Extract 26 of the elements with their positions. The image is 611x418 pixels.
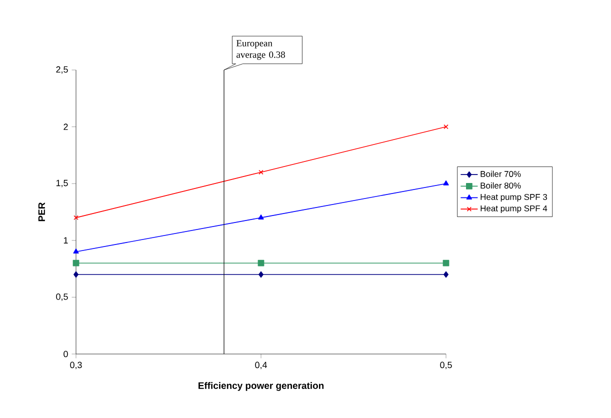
point bbox=[73, 248, 79, 254]
legend-label: Boiler 70% bbox=[480, 170, 521, 177]
x-axis-title: Efficiency power generation bbox=[198, 382, 324, 391]
point bbox=[74, 271, 78, 278]
y-tick-label: 2 bbox=[64, 124, 68, 130]
y-tick-label: 0 bbox=[64, 350, 68, 358]
y-tick-label: 2,5 bbox=[56, 66, 68, 74]
legend-label: Boiler 80% bbox=[480, 182, 521, 189]
legend-label: Heat pump SPF 4 bbox=[480, 205, 548, 214]
point bbox=[443, 180, 449, 186]
point bbox=[258, 170, 264, 175]
point bbox=[258, 260, 264, 266]
point bbox=[442, 260, 450, 266]
point bbox=[258, 271, 264, 278]
y-tick-label: 0,5 bbox=[56, 293, 68, 301]
y-tick-label: 1 bbox=[64, 237, 68, 244]
point bbox=[72, 260, 80, 266]
y-tick-label: 1,5 bbox=[56, 180, 68, 188]
ref-line-label: European average 0.38 bbox=[236, 40, 285, 60]
x-tick-label: 0,3 bbox=[70, 362, 82, 370]
point bbox=[444, 271, 449, 278]
x-tick-label: 0,4 bbox=[255, 362, 267, 370]
x-tick-label: 0,5 bbox=[440, 362, 452, 370]
point bbox=[258, 214, 264, 220]
y-axis-title: PER bbox=[38, 202, 45, 222]
legend-label: Heat pump SPF 3 bbox=[480, 194, 548, 202]
